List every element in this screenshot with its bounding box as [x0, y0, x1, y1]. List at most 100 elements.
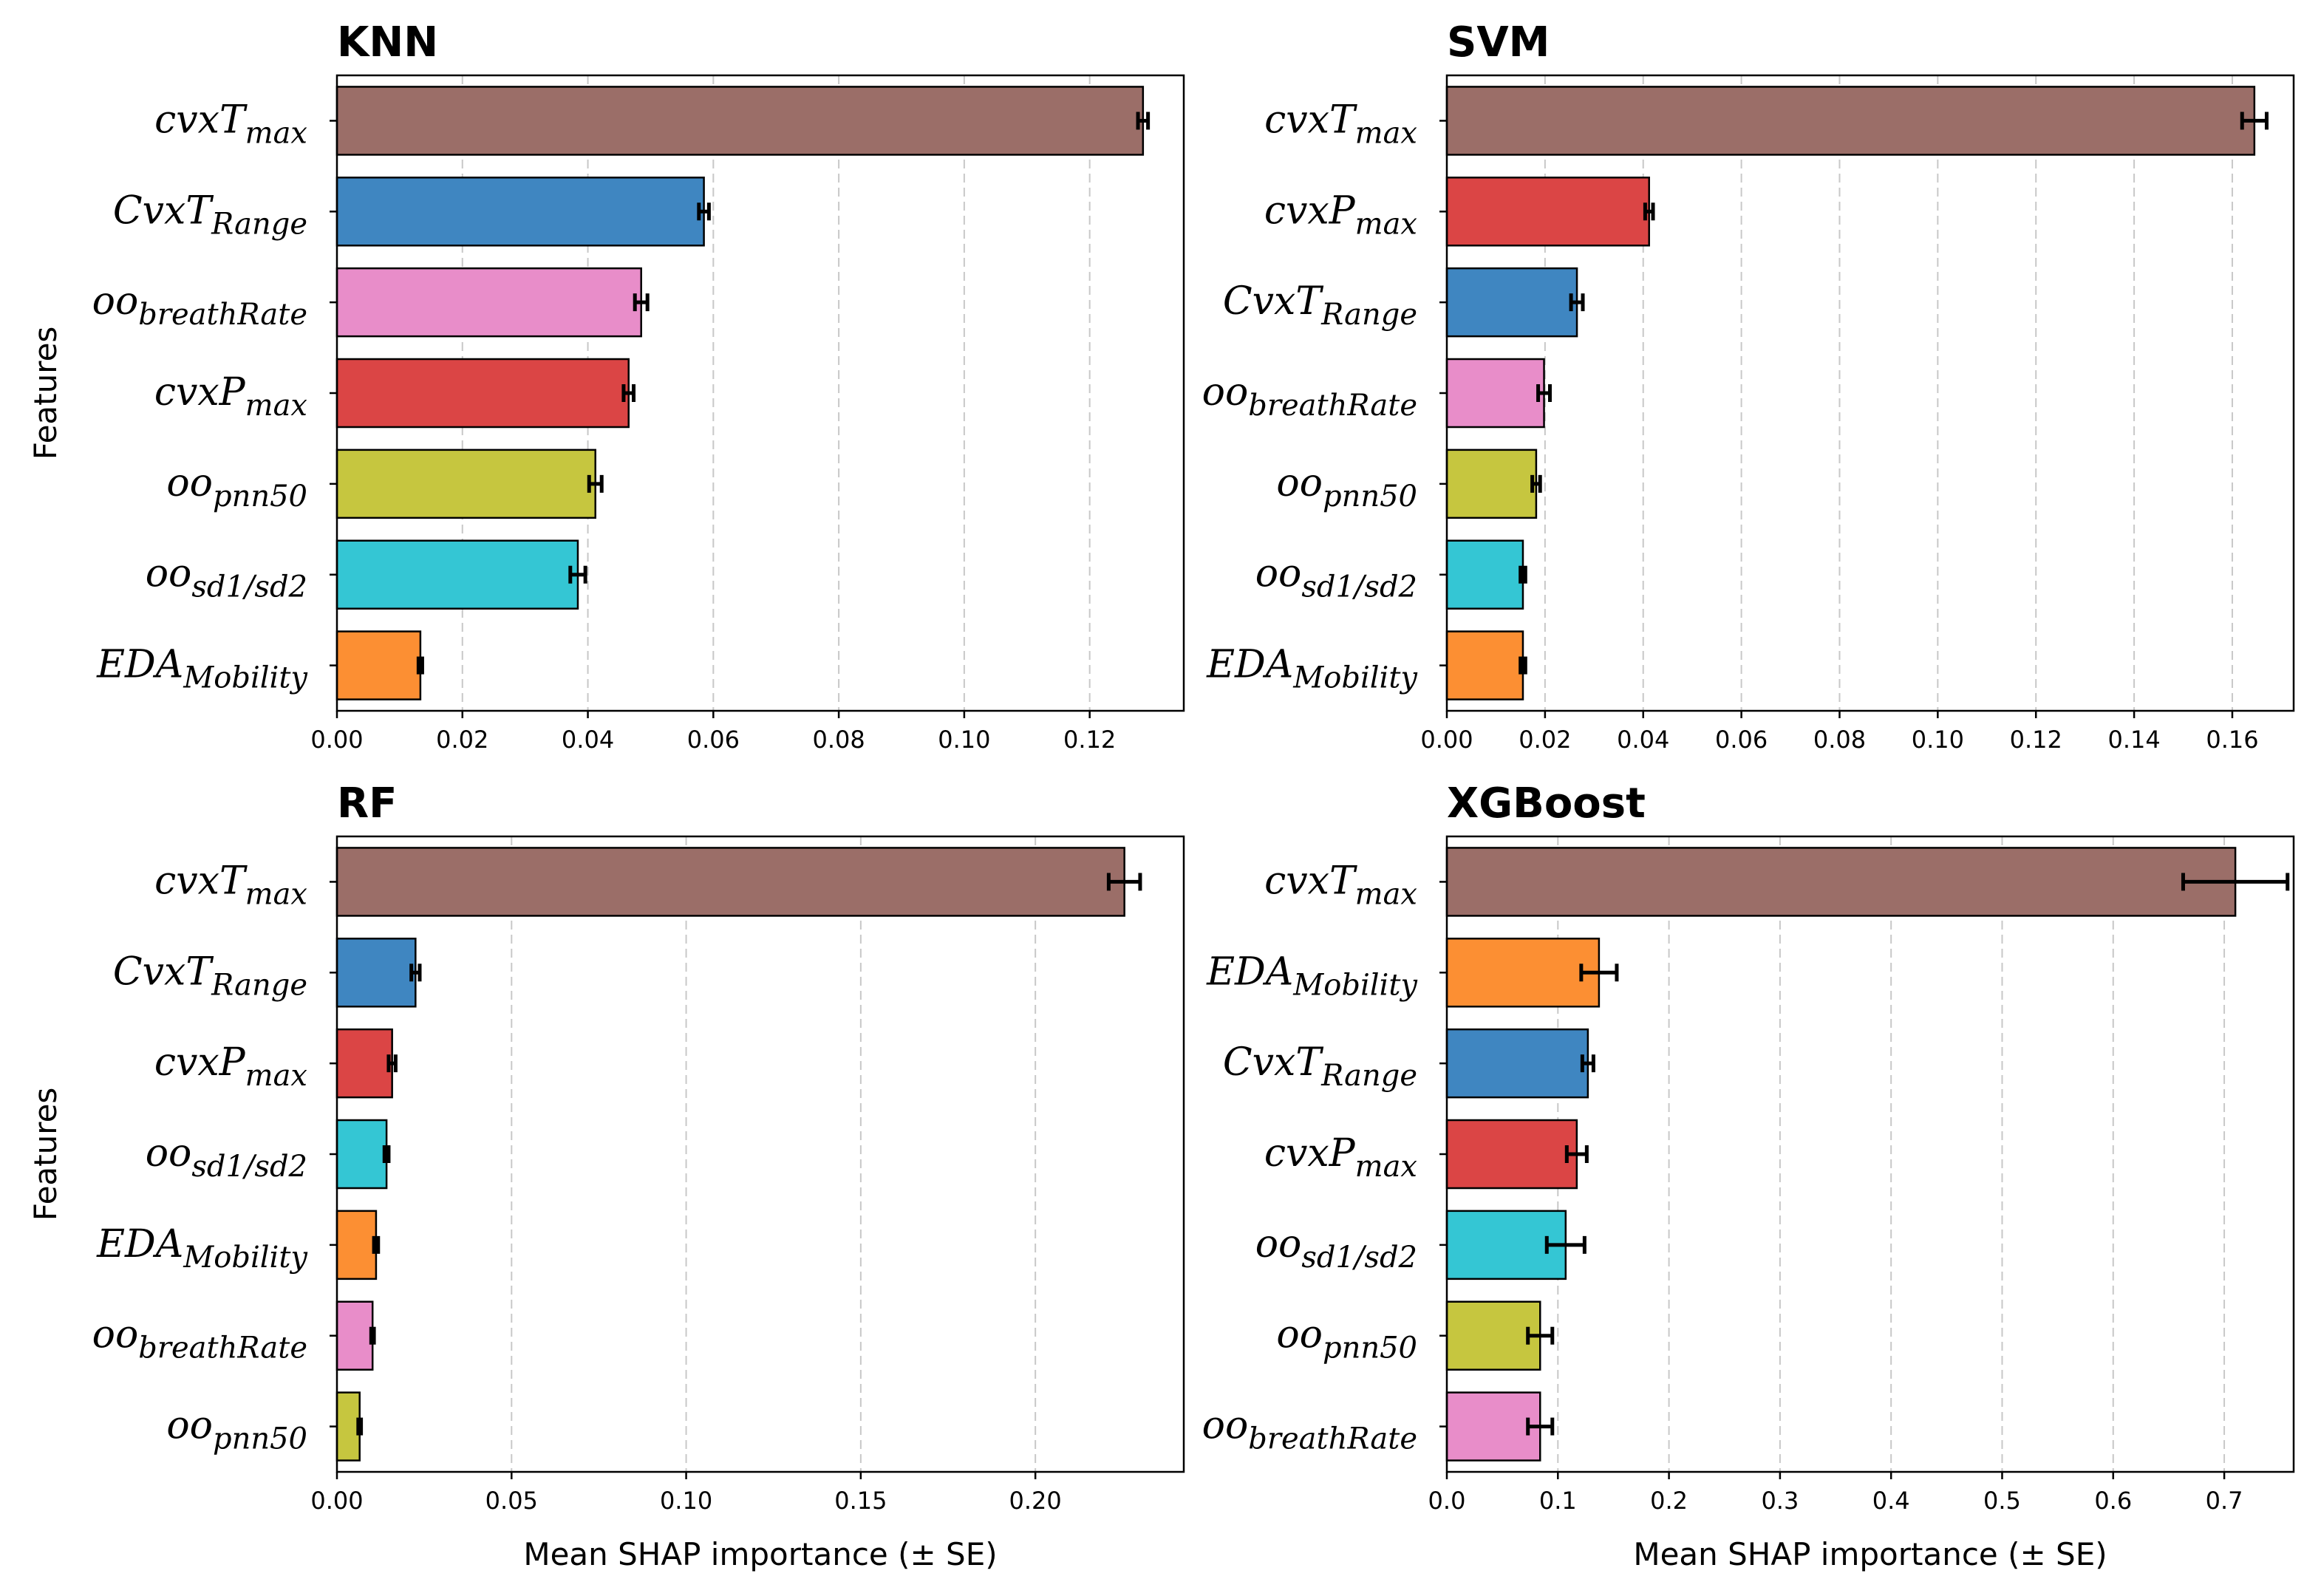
- category-label-cvxt-max: cvxTmax: [154, 98, 307, 150]
- x-tick-label: 0.08: [812, 726, 865, 754]
- error-bar-oo-pnn50: [1530, 474, 1542, 493]
- bar-cvxp-max: [1445, 1119, 1578, 1190]
- error-bar-oo-pnn50: [356, 1417, 364, 1436]
- error-bar-oo-breathrate: [633, 293, 650, 312]
- x-axis-label: Mean SHAP importance (± SE): [1633, 1536, 2107, 1572]
- bar-oo-breathrate: [1445, 358, 1545, 429]
- category-label-eda-mobility: EDAMobility: [1206, 949, 1418, 1002]
- axes-frame: [335, 835, 1185, 1473]
- category-label-oo-breathrate: oobreathRate: [1202, 370, 1417, 423]
- bar-cvxt-max: [335, 86, 1145, 156]
- bar-cvxt-max: [1445, 847, 2237, 917]
- chart-panel-xgboost: cvxTmax EDAMobility CvxTRange cvxPmax oosd1/…: [1202, 780, 2295, 1572]
- bar-eda-mobility: [335, 1210, 378, 1280]
- x-tick-label: 0.4: [1872, 1487, 1910, 1515]
- bar-eda-mobility: [1445, 938, 1601, 1008]
- error-bar-cvxp-max: [621, 384, 636, 402]
- chart-panel-rf: cvxTmax CvxTRange cvxPmax oosd1/sd2 EDAMobil…: [27, 780, 1185, 1572]
- category-label-eda-mobility: EDAMobility: [96, 1222, 308, 1275]
- error-bar-oo-breathrate: [369, 1326, 376, 1345]
- y-axis-label: Features: [27, 1088, 64, 1221]
- bar-oo-pnn50: [1445, 1300, 1541, 1371]
- error-bar-eda-mobility: [1579, 964, 1619, 982]
- bar-cvxt-range: [1445, 1028, 1589, 1099]
- chart-title-knn: KNN: [337, 18, 438, 66]
- x-tick-label: 0.1: [1539, 1487, 1577, 1515]
- category-label-cvxt-range: CvxTRange: [1223, 279, 1417, 332]
- error-bar-cvxp-max: [386, 1054, 398, 1073]
- category-label-oo-sd1sd2: oosd1/sd2: [1255, 552, 1417, 604]
- bar-oo-breathrate: [335, 267, 642, 338]
- bar-cvxt-range: [335, 177, 705, 247]
- chart-title-svm: SVM: [1447, 18, 1550, 66]
- bar-oo-pnn50: [335, 1391, 361, 1462]
- category-label-cvxp-max: cvxPmax: [1264, 188, 1417, 241]
- bar-oo-pnn50: [335, 449, 596, 519]
- error-bar-oo-sd1sd2: [1544, 1235, 1586, 1254]
- category-label-oo-pnn50: oopnn50: [1276, 461, 1417, 514]
- bar-oo-sd1sd2: [1445, 539, 1524, 610]
- bar-cvxp-max: [335, 1028, 393, 1099]
- error-bar-eda-mobility: [372, 1235, 381, 1254]
- bar-eda-mobility: [1445, 630, 1524, 700]
- category-label-cvxp-max: cvxPmax: [1264, 1131, 1417, 1184]
- x-tick-label: 0.08: [1813, 726, 1866, 754]
- category-label-oo-breathrate: oobreathRate: [92, 279, 307, 332]
- category-label-oo-pnn50: oopnn50: [166, 461, 307, 514]
- bar-cvxt-max: [335, 847, 1125, 917]
- error-bar-cvxt-range: [1580, 1054, 1595, 1073]
- category-label-oo-pnn50: oopnn50: [1276, 1313, 1417, 1365]
- category-label-oo-breathrate: oobreathRate: [1202, 1404, 1417, 1456]
- x-tick-label: 0.12: [1063, 726, 1116, 754]
- category-label-cvxt-range: CvxTRange: [1223, 1040, 1417, 1093]
- x-tick-label: 0.7: [2206, 1487, 2243, 1515]
- bar-oo-breathrate: [1445, 1391, 1541, 1462]
- error-bar-oo-pnn50: [587, 474, 604, 493]
- x-axis-label: Mean SHAP importance (± SE): [523, 1536, 997, 1572]
- x-tick-label: 0.00: [1420, 726, 1473, 754]
- error-bar-cvxt-max: [1106, 873, 1142, 891]
- bar-cvxp-max: [335, 358, 630, 429]
- category-label-cvxt-max: cvxTmax: [1264, 98, 1417, 150]
- error-bar-cvxt-max: [2181, 873, 2290, 891]
- category-label-oo-sd1sd2: oosd1/sd2: [146, 552, 307, 604]
- bar-cvxp-max: [1445, 177, 1650, 247]
- x-tick-label: 0.12: [2010, 726, 2062, 754]
- category-label-cvxt-max: cvxTmax: [154, 859, 307, 911]
- category-label-cvxt-max: cvxTmax: [1264, 859, 1417, 911]
- category-label-cvxp-max: cvxPmax: [154, 1040, 307, 1093]
- error-bar-cvxt-max: [1136, 112, 1151, 130]
- category-label-cvxt-range: CvxTRange: [113, 949, 307, 1002]
- bar-oo-sd1sd2: [335, 539, 579, 610]
- error-bar-cvxt-range: [409, 964, 422, 982]
- x-tick-label: 0.06: [1715, 726, 1768, 754]
- x-tick-label: 0.15: [834, 1487, 887, 1515]
- error-bar-oo-sd1sd2: [382, 1145, 391, 1163]
- category-label-cvxt-range: CvxTRange: [113, 188, 307, 241]
- axes-frame: [1445, 74, 2295, 712]
- x-tick-label: 0.16: [2206, 726, 2258, 754]
- x-tick-label: 0.04: [562, 726, 614, 754]
- axes-frame: [335, 74, 1185, 712]
- error-bar-cvxt-range: [697, 202, 711, 221]
- bar-eda-mobility: [335, 630, 422, 700]
- error-bar-oo-sd1sd2: [568, 565, 587, 584]
- error-bar-cvxt-range: [1569, 293, 1585, 312]
- category-label-cvxp-max: cvxPmax: [154, 370, 307, 423]
- x-tick-label: 0.10: [660, 1487, 712, 1515]
- bar-cvxt-range: [1445, 267, 1578, 338]
- x-tick-label: 0.0: [1428, 1487, 1466, 1515]
- category-label-eda-mobility: EDAMobility: [1206, 643, 1418, 695]
- bar-oo-pnn50: [1445, 449, 1538, 519]
- chart-title-xgboost: XGBoost: [1447, 780, 1646, 828]
- x-tick-label: 0.5: [1983, 1487, 2021, 1515]
- error-bar-oo-pnn50: [1526, 1326, 1555, 1345]
- x-tick-label: 0.04: [1617, 726, 1669, 754]
- category-label-oo-pnn50: oopnn50: [166, 1404, 307, 1456]
- x-tick-label: 0.05: [485, 1487, 538, 1515]
- chart-panel-svm: cvxTmax cvxPmax CvxTRange oobreathRate oopnn…: [1202, 18, 2295, 754]
- x-tick-label: 0.3: [1761, 1487, 1799, 1515]
- category-label-eda-mobility: EDAMobility: [96, 643, 308, 695]
- category-label-oo-breathrate: oobreathRate: [92, 1313, 307, 1365]
